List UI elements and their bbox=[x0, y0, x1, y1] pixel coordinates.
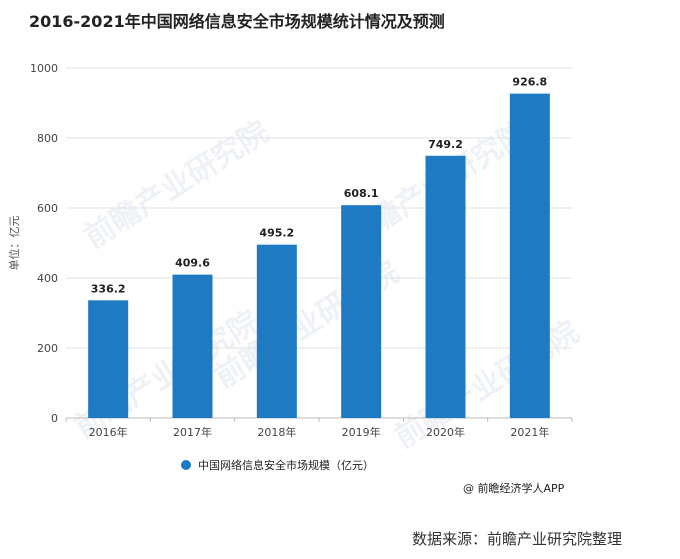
y-axis-title: 单位：亿元 bbox=[7, 216, 21, 271]
legend-label: 中国网络信息安全市场规模（亿元） bbox=[198, 458, 374, 472]
bars bbox=[88, 93, 550, 419]
data-label: 409.6 bbox=[175, 257, 210, 270]
y-tick-label: 1000 bbox=[30, 62, 58, 75]
bar bbox=[256, 244, 297, 418]
data-labels: 336.2 409.6 495.2 608.1 749.2 926.8 bbox=[91, 76, 547, 296]
y-tick-label: 0 bbox=[51, 412, 58, 425]
bar bbox=[172, 274, 213, 418]
chart-title: 2016-2021年中国网络信息安全市场规模统计情况及预测 bbox=[29, 12, 445, 31]
x-axis-ticks: 2016年 2017年 2018年 2019年 2020年 2021年 bbox=[65, 418, 573, 439]
y-tick-label: 800 bbox=[37, 132, 58, 145]
source-note: 数据来源：前瞻产业研究院整理 bbox=[412, 530, 623, 548]
data-label: 495.2 bbox=[259, 227, 294, 240]
x-tick-label: 2018年 bbox=[257, 425, 296, 439]
bar bbox=[509, 93, 550, 419]
data-label: 749.2 bbox=[428, 138, 463, 151]
data-label: 926.8 bbox=[512, 76, 547, 89]
gridlines bbox=[66, 67, 572, 419]
y-axis-ticks: 0 200 400 600 800 1000 bbox=[30, 62, 58, 425]
x-tick-label: 2016年 bbox=[89, 425, 128, 439]
x-tick-label: 2020年 bbox=[426, 425, 465, 439]
x-tick-label: 2021年 bbox=[510, 425, 549, 439]
x-tick-label: 2019年 bbox=[342, 425, 381, 439]
bar bbox=[425, 155, 466, 418]
y-tick-label: 600 bbox=[37, 202, 58, 215]
bar bbox=[341, 205, 382, 418]
legend: 中国网络信息安全市场规模（亿元） bbox=[181, 458, 374, 472]
credit-text: @ 前瞻经济学人APP bbox=[463, 482, 565, 495]
legend-marker bbox=[181, 460, 191, 470]
data-label: 336.2 bbox=[91, 282, 126, 295]
y-tick-label: 400 bbox=[37, 272, 58, 285]
data-label: 608.1 bbox=[344, 187, 379, 200]
x-tick-label: 2017年 bbox=[173, 425, 212, 439]
bar bbox=[88, 300, 129, 418]
y-tick-label: 200 bbox=[37, 342, 58, 355]
